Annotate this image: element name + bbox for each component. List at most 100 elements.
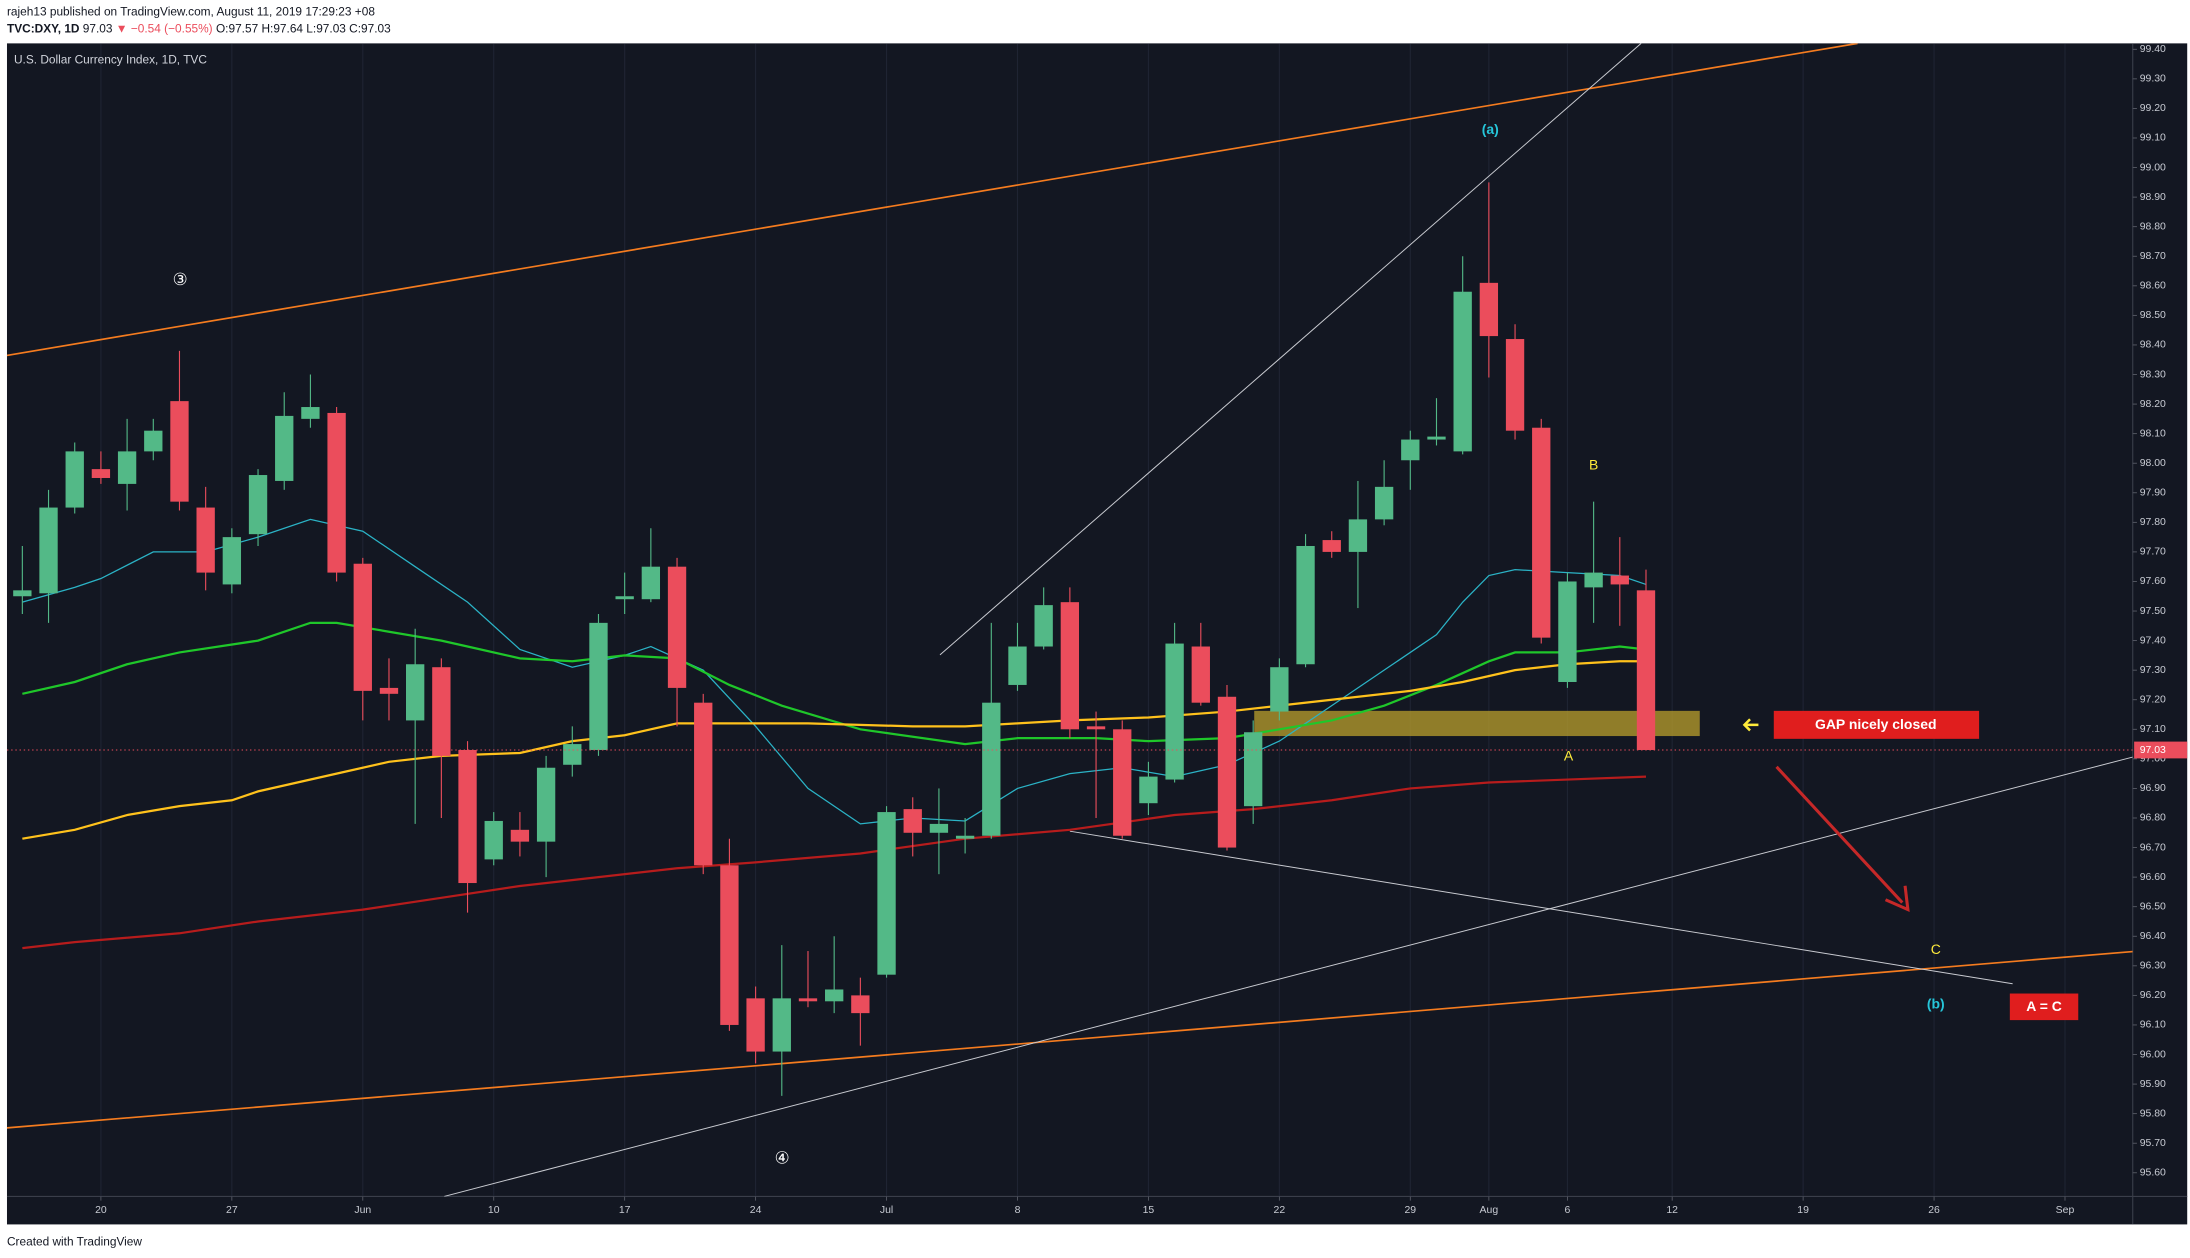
candle-body	[563, 744, 582, 765]
y-tick-label: 97.20	[2140, 694, 2166, 705]
trend-line	[939, 43, 1642, 656]
candle-body	[248, 475, 268, 535]
candle-body	[458, 749, 477, 884]
candle-body	[798, 998, 818, 1002]
last: 97.03	[83, 22, 113, 36]
footer: Created with TradingView	[7, 1235, 142, 1249]
candle-body	[405, 664, 425, 721]
candle-body	[1191, 646, 1210, 703]
y-tick-label: 96.90	[2140, 783, 2166, 794]
y-tick-label: 96.30	[2140, 961, 2166, 972]
symbol-line: TVC:DXY, 1D 97.03 ▼ −0.54 (−0.55%) O:97.…	[7, 22, 391, 36]
y-tick-label: 98.80	[2140, 221, 2166, 232]
x-tick-label: 19	[1797, 1205, 1809, 1216]
candle-body	[117, 451, 137, 484]
y-tick-label: 98.50	[2140, 310, 2166, 321]
x-tick-label: 27	[226, 1205, 238, 1216]
candle-body	[1453, 291, 1472, 452]
y-tick-label: 98.40	[2140, 340, 2166, 351]
channel-upper	[6, 43, 1858, 357]
y-tick-label: 99.20	[2140, 103, 2166, 114]
candle-body	[1322, 540, 1341, 552]
candle-body	[1610, 575, 1629, 585]
y-tick-label: 98.00	[2140, 458, 2166, 469]
annotation: A	[1564, 748, 1574, 764]
candle-body	[1479, 282, 1499, 337]
candle-body	[589, 622, 608, 750]
annotation: ④	[775, 1148, 790, 1168]
candle-body	[982, 702, 1001, 836]
y-tick-label: 97.40	[2140, 635, 2166, 646]
x-tick-label: 26	[1928, 1205, 1940, 1216]
y-tick-label: 96.60	[2140, 872, 2166, 883]
y-tick-label: 98.70	[2140, 251, 2166, 262]
trend-line	[1069, 830, 2013, 985]
channel-lower	[6, 950, 2133, 1129]
chart-title: U.S. Dollar Currency Index, 1D, TVC	[14, 52, 207, 66]
candle-body	[1532, 427, 1551, 638]
candle-body	[772, 998, 791, 1052]
moving-average	[22, 775, 1647, 950]
candle-body	[353, 563, 372, 691]
candle-body	[222, 537, 242, 585]
candle-body	[903, 809, 922, 833]
y-tick-label: 96.80	[2140, 813, 2166, 824]
candle-body	[1139, 776, 1158, 804]
y-tick-label: 97.30	[2140, 665, 2166, 676]
y-tick-label: 96.40	[2140, 931, 2166, 942]
candle-body	[1270, 667, 1289, 712]
candle-body	[432, 667, 451, 756]
ohlc: O:97.57 H:97.64 L:97.03 C:97.03	[216, 22, 391, 36]
chart-background	[6, 43, 2188, 1225]
publish-line: rajeh13 published on TradingView.com, Au…	[7, 5, 375, 19]
candle-body	[170, 401, 189, 502]
moving-average	[22, 518, 1647, 825]
candle-body	[144, 430, 163, 452]
annotation: ③	[173, 269, 188, 289]
y-tick-label: 96.50	[2140, 901, 2166, 912]
y-tick-label: 98.20	[2140, 399, 2166, 410]
y-tick-label: 99.30	[2140, 74, 2166, 85]
y-tick-label: 95.70	[2140, 1138, 2166, 1149]
annotation: B	[1589, 457, 1598, 473]
drawings	[6, 43, 2133, 1197]
x-tick-label: 29	[1404, 1205, 1416, 1216]
y-tick-label: 96.20	[2140, 990, 2166, 1001]
annotation: (b)	[1927, 995, 1945, 1011]
candle-body	[1348, 519, 1368, 552]
candle-body	[65, 451, 84, 508]
x-tick-label: Jul	[880, 1205, 893, 1216]
candle-body	[91, 469, 111, 478]
y-tick-label: 98.90	[2140, 192, 2166, 203]
y-tick-label: 97.50	[2140, 606, 2166, 617]
candle-body	[1244, 732, 1263, 807]
candle-body	[510, 829, 530, 842]
x-tick-label: Sep	[2056, 1205, 2075, 1216]
candle-body	[484, 820, 503, 860]
x-tick-label: Aug	[1480, 1205, 1499, 1216]
series	[6, 182, 2133, 1096]
y-tick-label: 99.10	[2140, 133, 2166, 144]
annotation: GAP nicely closed	[1815, 716, 1937, 732]
candle-body	[275, 415, 294, 481]
label-box	[1773, 710, 1980, 739]
candle-body	[1060, 602, 1080, 730]
candle-body	[694, 702, 713, 866]
symbol: TVC:DXY, 1D	[7, 22, 80, 36]
y-tick-label: 98.30	[2140, 369, 2166, 380]
candle-body	[39, 507, 58, 594]
candle-body	[641, 566, 661, 600]
candle-body	[746, 998, 765, 1052]
candle-body	[851, 995, 870, 1014]
candle-body	[720, 865, 739, 1025]
candle-body	[1584, 572, 1603, 588]
annotation: (a)	[1482, 121, 1499, 137]
y-tick-label: 97.10	[2140, 724, 2166, 735]
y-tick-label: 95.90	[2140, 1079, 2166, 1090]
candle-body	[13, 590, 32, 597]
candle-body	[301, 407, 320, 419]
candle-body	[1113, 729, 1132, 836]
y-tick-label: 95.60	[2140, 1168, 2166, 1179]
y-tick-label: 97.60	[2140, 576, 2166, 587]
